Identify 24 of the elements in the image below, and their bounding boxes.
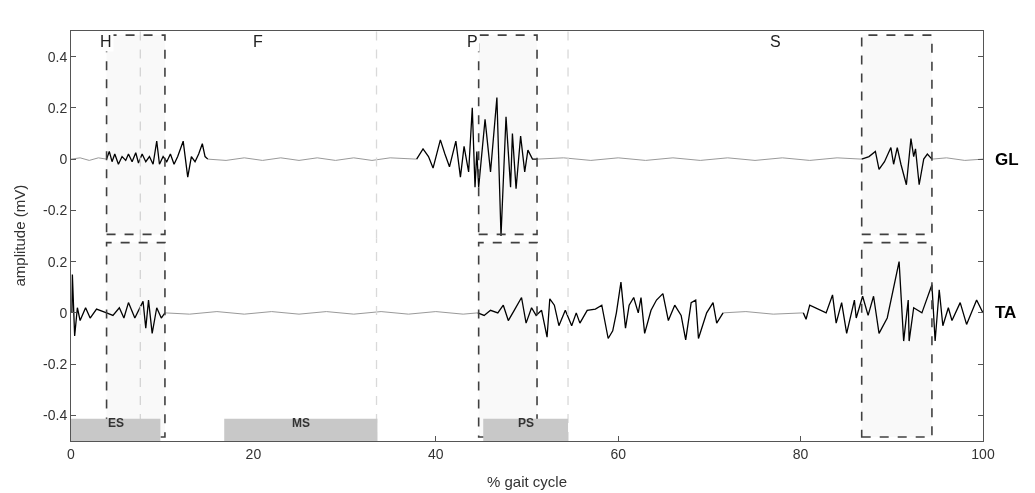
y-tick-label: -0.2 — [43, 202, 68, 219]
y-tick-label: 0.2 — [47, 99, 68, 116]
x-tick-label: 40 — [428, 445, 444, 462]
y-tick-label: 0 — [59, 304, 68, 321]
annotation: S — [770, 33, 781, 50]
x-axis-title: % gait cycle — [486, 472, 568, 490]
annotation: H — [100, 33, 112, 50]
annotation: GL — [995, 150, 1019, 169]
y-tick-label: 0 — [59, 151, 68, 168]
band-label: MS — [292, 416, 310, 430]
band-label: ES — [108, 416, 125, 430]
annotation: P — [467, 33, 478, 50]
y-tick-label: 0.4 — [47, 48, 68, 65]
band-label: PS — [518, 416, 535, 430]
y-tick-label: 0.2 — [47, 253, 68, 270]
x-tick-label: 80 — [792, 445, 809, 462]
y-axis-title: amplitude (mV) — [10, 184, 28, 287]
annotation: TA — [995, 303, 1017, 322]
y-tick-label: -0.2 — [43, 356, 68, 373]
y-tick-label: -0.4 — [43, 407, 68, 424]
x-tick-label: 60 — [610, 445, 627, 462]
annotation: F — [253, 33, 263, 50]
x-tick-label: 20 — [245, 445, 262, 462]
x-tick-label: 100 — [971, 445, 995, 462]
